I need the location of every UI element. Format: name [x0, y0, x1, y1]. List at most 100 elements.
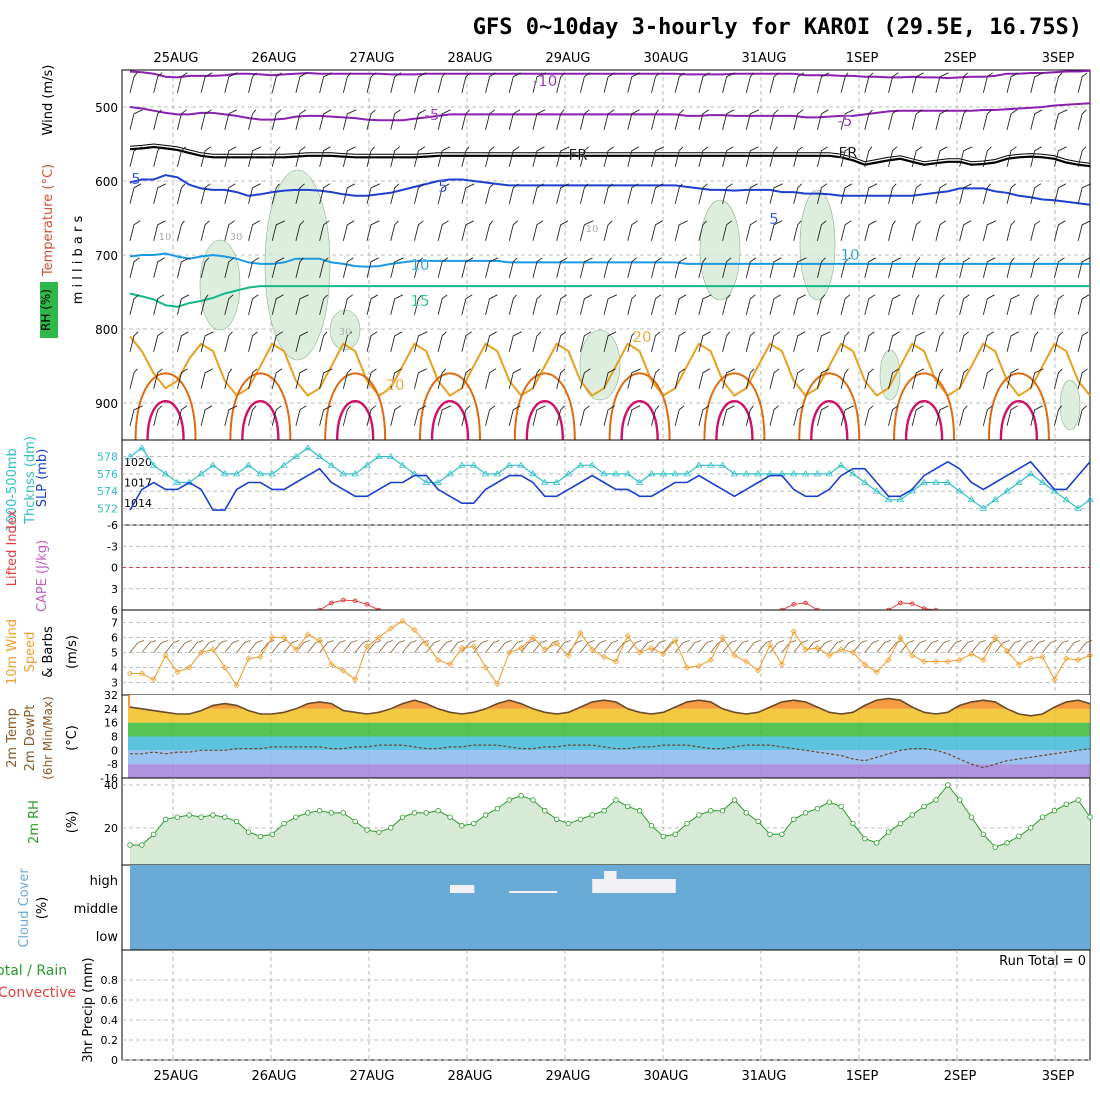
wind-barb [437, 405, 452, 426]
wind-barb [1054, 72, 1063, 93]
thickness-marker [1086, 495, 1094, 503]
thickness-marker [635, 478, 644, 485]
rh-2m-point [411, 810, 418, 816]
thickness-marker [920, 478, 928, 485]
wind-barb [295, 72, 307, 93]
wind-barb [176, 405, 188, 426]
wind-barb [579, 183, 589, 204]
wind-barb [911, 109, 923, 130]
rh-shading [329, 309, 361, 351]
thickness-marker [481, 470, 490, 477]
wind-speed-marker [838, 646, 845, 653]
wind-barb [864, 294, 876, 315]
wind-barb [888, 257, 902, 278]
wind-barb [769, 72, 780, 93]
wind-speed-marker [1027, 655, 1034, 662]
lifted-index-point [909, 601, 915, 606]
wind-barb [200, 72, 213, 93]
wind-barb [176, 257, 190, 278]
wind-barb-10m [959, 640, 974, 653]
rh-2m-point [506, 797, 512, 803]
rh-2m-point [399, 814, 406, 820]
thickness-marker [232, 470, 241, 477]
wind-barb [1030, 72, 1044, 93]
isotherm-25 [513, 372, 576, 441]
wind-barb [248, 368, 258, 389]
wind-barb [674, 72, 685, 93]
wind-barb [603, 405, 616, 426]
wind-barb [414, 72, 427, 93]
dewpt-axis-label: 2m DewPt [23, 705, 38, 772]
wind-barb [840, 368, 849, 389]
wind-barb [888, 220, 896, 241]
thickness-marker [244, 461, 253, 468]
wind-speed-marker [790, 628, 797, 635]
wind-barb-10m [734, 640, 749, 653]
wind-speed-marker [245, 655, 252, 662]
thickness-marker [1062, 495, 1071, 503]
rh-2m-point [719, 808, 726, 814]
rh-2m-point [127, 842, 133, 848]
rh-2m-point [980, 831, 987, 837]
wind-speed-marker [1075, 656, 1082, 664]
wind-speed-marker [1051, 676, 1058, 683]
rh-2m-point [601, 808, 607, 814]
isotherm-20 [129, 335, 1091, 397]
wind-barb [1030, 368, 1044, 389]
wind-barb [840, 331, 850, 352]
wind-barb [414, 257, 424, 278]
isotherm-25 [987, 372, 1050, 441]
wind-barb [176, 146, 187, 167]
wind-barb [603, 72, 616, 93]
wind-barb [342, 257, 354, 278]
rh-axis-label: RH (%) [39, 289, 53, 331]
contour-label: 10 [159, 232, 172, 243]
wind-barb [1054, 405, 1063, 426]
rh-2m-panel: 40 20 2m RH (%) [27, 777, 1093, 866]
wind-barb [295, 220, 305, 241]
wind-barb [485, 368, 497, 389]
wind-barb [982, 331, 995, 352]
bottom-date-label: 30AUG [643, 1069, 688, 1084]
wind-barb [840, 220, 852, 241]
wind-speed-marker [482, 664, 489, 671]
thickness-marker [173, 478, 182, 485]
wind-barb [271, 294, 284, 315]
rh-2m-point [530, 797, 536, 803]
contour-label: 5 [438, 178, 448, 196]
isotherm-30 [904, 399, 944, 441]
wind-barb [390, 183, 400, 204]
lifted-tick: 6 [111, 604, 118, 617]
wind-speed-marker [458, 644, 465, 652]
wind-barb [1054, 146, 1067, 167]
wind-barb [745, 109, 760, 130]
wind-barb [793, 368, 805, 389]
wind-barb [769, 294, 781, 315]
thickness-marker [161, 470, 170, 477]
wind-barb [461, 220, 474, 241]
wind-barb [248, 146, 262, 167]
wind-barb [224, 183, 236, 204]
wind-barb [982, 405, 993, 426]
wind-barb-10m [271, 640, 287, 653]
wind-speed-marker [387, 625, 394, 632]
wind-barb [1054, 183, 1067, 204]
wind-barb [153, 294, 165, 315]
wind-barb [911, 183, 922, 204]
wind-barb-10m [828, 640, 844, 653]
temp-color-band [128, 764, 1090, 778]
wind-barb [864, 405, 874, 426]
wind-barb [271, 109, 282, 130]
thickness-marker [1027, 470, 1035, 477]
wind-barb [745, 72, 755, 93]
thickness-marker [588, 461, 596, 468]
contour-label: 15 [410, 292, 429, 310]
wind-speed-marker [541, 646, 548, 653]
precip-axis-label: 3hr Precip (mm) [81, 957, 96, 1062]
wind-barb [603, 331, 617, 352]
wind-barb [342, 183, 356, 204]
wind-barb [722, 331, 731, 352]
wind-speed-marker [518, 644, 525, 652]
wind-barb [888, 72, 899, 93]
wind-barb [319, 331, 328, 352]
